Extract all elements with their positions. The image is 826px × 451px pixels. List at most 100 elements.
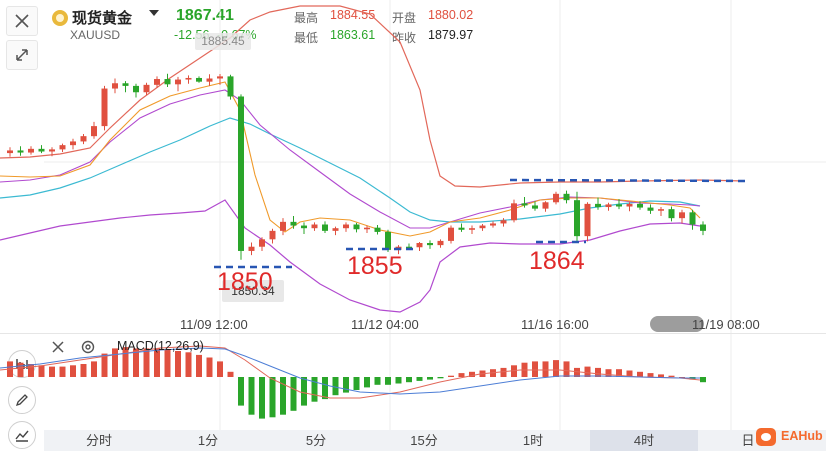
macd-bar — [164, 349, 171, 377]
macd-bar — [616, 369, 622, 377]
macd-bar — [259, 377, 265, 419]
candle-body — [301, 225, 307, 229]
macd-bar — [143, 348, 150, 377]
macd-bar — [280, 377, 286, 415]
candle-body — [595, 203, 601, 208]
close-button[interactable] — [6, 6, 38, 36]
candle-body — [91, 126, 97, 137]
macd-bar — [133, 348, 139, 377]
macd-close-button[interactable] — [50, 339, 68, 357]
macd-bar — [112, 348, 118, 377]
macd-bar — [332, 377, 339, 396]
tab-1min[interactable]: 1分 — [197, 433, 219, 448]
macd-bar — [364, 377, 370, 388]
low-marker: 1850.34 — [222, 280, 284, 302]
time-label-3: 11/16 16:00 — [521, 317, 589, 332]
candle-body — [343, 224, 349, 229]
candle-body — [143, 84, 150, 93]
candle-body — [59, 145, 66, 150]
macd-settings-button[interactable] — [80, 339, 98, 357]
candle-body — [416, 243, 423, 248]
candle-body — [374, 227, 381, 232]
macd-bar — [154, 348, 160, 377]
trend-icon — [15, 430, 29, 442]
candle-body — [605, 204, 612, 208]
candle-body — [658, 209, 664, 211]
macd-bar — [668, 375, 675, 377]
candle-body — [542, 202, 549, 209]
candle-body — [259, 239, 265, 247]
macd-bar — [395, 377, 402, 384]
tab-15min[interactable]: 15分 — [410, 433, 438, 448]
fullscreen-button[interactable] — [6, 40, 38, 70]
draw-button[interactable] — [8, 386, 36, 414]
macd-bar — [542, 361, 549, 377]
candle-body — [280, 221, 286, 231]
coin-icon — [52, 10, 68, 26]
eahub-logo-icon — [756, 428, 776, 446]
candle-body — [500, 220, 507, 224]
candle-body — [28, 148, 34, 153]
tab-daily[interactable]: 日 — [741, 433, 755, 448]
macd-dif-line — [0, 345, 701, 399]
candle-body — [38, 148, 45, 152]
candle-body — [154, 79, 160, 85]
prev-close-label: 昨收 — [392, 31, 417, 45]
resistance-line — [509, 178, 749, 183]
candle-body — [364, 227, 370, 230]
macd-bar — [647, 373, 654, 377]
prev-close-value: 1879.97 — [428, 28, 474, 42]
macd-bar — [227, 371, 234, 377]
macd-bar — [238, 377, 244, 406]
macd-bar — [605, 369, 612, 377]
candle-body — [206, 78, 213, 82]
symbol-name[interactable]: 现货黄金 — [72, 10, 133, 27]
grid — [44, 0, 826, 430]
close-icon — [15, 14, 29, 28]
macd-bar — [584, 366, 591, 377]
macd-bar — [301, 377, 307, 406]
candle-body — [70, 141, 76, 146]
candle-body — [353, 224, 360, 230]
macd-bar — [175, 351, 181, 377]
macd-bar — [38, 365, 45, 377]
candle-body — [227, 76, 234, 97]
time-cursor-pill[interactable] — [650, 316, 704, 332]
candle-body — [133, 85, 139, 93]
tab-1hour[interactable]: 1时 — [522, 433, 544, 448]
macd-dea-line — [0, 347, 700, 395]
chevron-down-icon[interactable] — [149, 10, 159, 16]
macd-bar — [217, 361, 223, 377]
low-label: 最低 — [294, 31, 319, 45]
candle-body — [112, 83, 118, 89]
annotation-1864: 1864 — [529, 247, 585, 275]
candle-body — [122, 83, 129, 86]
tab-4hour[interactable]: 4时 — [590, 430, 698, 451]
candle-body — [7, 150, 13, 154]
macd-bar — [637, 371, 643, 377]
macd-bar — [458, 373, 465, 377]
candle-body — [626, 203, 633, 207]
macd-bar — [59, 366, 66, 377]
trendline-button[interactable] — [8, 421, 36, 449]
support-resistance-lines — [214, 178, 749, 269]
candle-body — [689, 212, 696, 225]
candle-body — [269, 230, 276, 240]
candle-body — [175, 79, 181, 85]
time-label-1: 11/09 12:00 — [180, 317, 248, 332]
macd-bar — [248, 377, 255, 415]
macd-bar — [574, 367, 580, 377]
macd-bar — [343, 377, 349, 393]
candle-body — [458, 227, 465, 230]
high-marker: 1885.45 — [195, 33, 251, 50]
candle-body — [427, 243, 433, 246]
open-label: 开盘 — [392, 11, 417, 25]
candlesticks — [7, 73, 706, 260]
tab-timeshare[interactable]: 分时 — [85, 433, 112, 448]
macd-bar — [91, 361, 97, 377]
candle-body — [574, 200, 580, 237]
candle-body — [584, 203, 591, 237]
tab-5min[interactable]: 5分 — [305, 433, 327, 448]
expand-icon — [16, 49, 28, 61]
